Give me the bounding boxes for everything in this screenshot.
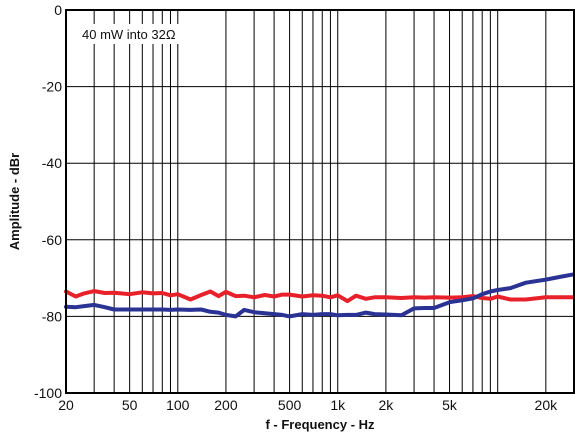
x-tick-label: 2k (378, 397, 394, 413)
y-tick-label: -40 (42, 155, 62, 171)
y-tick-label: -20 (42, 79, 62, 95)
annotation-box (78, 24, 206, 44)
x-tick-labels: 20 50 100 200 500 1k 2k 5k 20k (58, 397, 558, 413)
y-tick-label: 0 (54, 2, 62, 18)
x-tick-label: 50 (122, 397, 138, 413)
y-tick-labels: 0 -20 -40 -60 -80 -100 (34, 2, 62, 401)
series-layer (64, 272, 575, 319)
series-line-1 (64, 289, 575, 304)
x-tick-label: 5k (442, 397, 458, 413)
y-tick-label: -80 (42, 308, 62, 324)
plot-frame (65, 9, 575, 394)
y-tick-label: -60 (42, 232, 62, 248)
y-axis-title: Amplitude - dBr (7, 153, 22, 251)
x-tick-label: 200 (214, 397, 238, 413)
grid-major (66, 86, 574, 317)
series-line-2 (64, 272, 575, 319)
x-tick-label: 20k (535, 397, 559, 413)
x-tick-label: 500 (278, 397, 302, 413)
annotation-text: 40 mW into 32Ω (82, 27, 176, 42)
x-axis-title: f - Frequency - Hz (265, 417, 375, 432)
x-tick-label: 20 (58, 397, 74, 413)
grid-minor (93, 10, 547, 393)
x-tick-label: 100 (166, 397, 190, 413)
y-tick-label: -100 (34, 385, 62, 401)
x-tick-label: 1k (330, 397, 346, 413)
